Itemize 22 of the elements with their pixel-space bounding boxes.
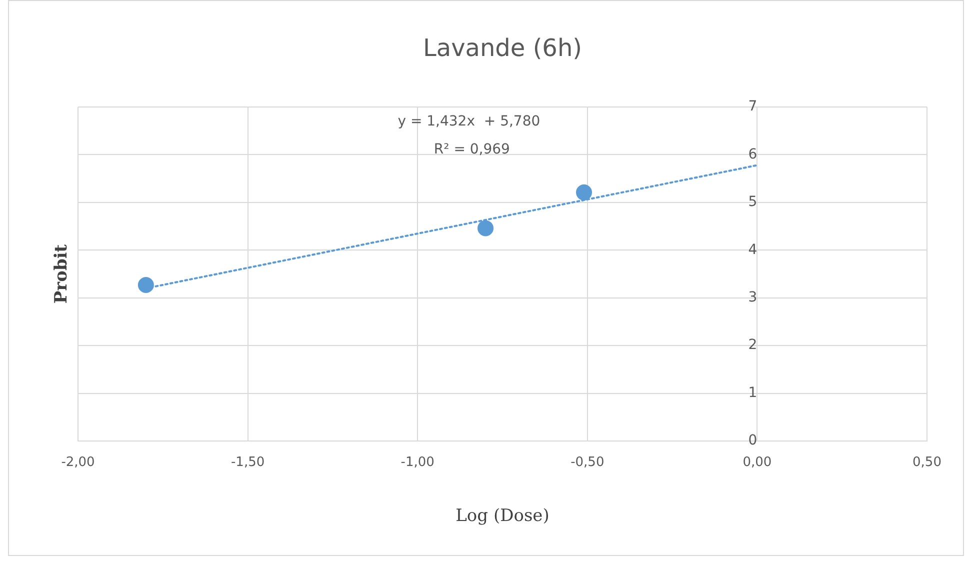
y-tick-label: 5 [748,194,758,210]
x-tick-label: -2,00 [61,455,95,470]
y-axis-title: Probit [51,244,72,304]
point [138,276,154,293]
chart-title: Lavande (6h) [422,34,582,62]
point [478,220,494,236]
x-tick-label: -1,50 [230,455,265,470]
annotation: y = 1,432x + 5,780 [398,114,540,130]
x-tick-label: 0,50 [912,455,942,470]
x-axis-title: Log (Dose) [456,506,550,526]
x-tick-label: -0,50 [570,455,604,470]
y-tick-label: 6 [748,146,758,162]
y-tick-label: 4 [748,242,758,258]
point [576,184,592,200]
x-tick-label: 0,00 [742,455,772,470]
y-tick-label: 2 [748,337,758,354]
y-tick-label: 1 [748,384,758,401]
annotation: R² = 0,969 [434,142,510,158]
y-tick-label: 3 [748,290,758,306]
x-tick-label: -1,00 [400,455,434,470]
y-tick-label: 7 [748,98,758,115]
y-tick-label: 0 [748,432,758,449]
